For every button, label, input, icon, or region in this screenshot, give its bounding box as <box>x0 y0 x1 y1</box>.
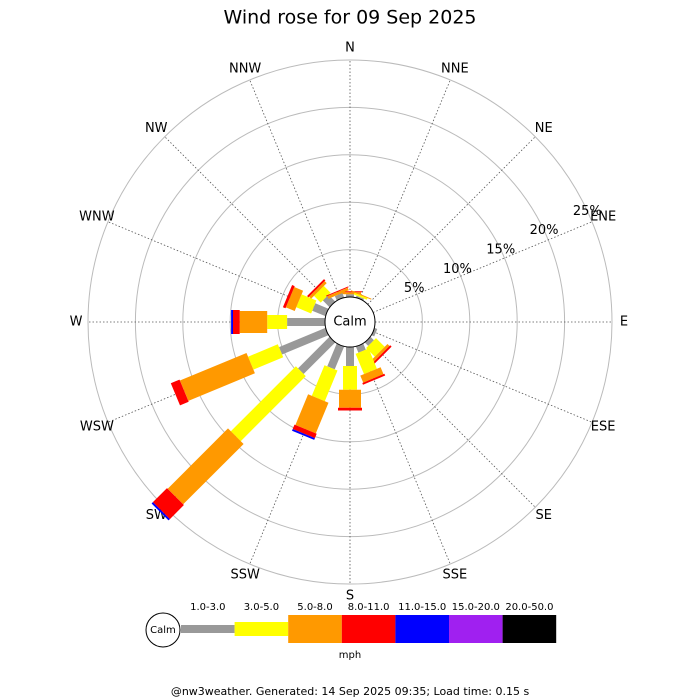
legend-calm-circle <box>145 612 181 648</box>
bar-segment <box>339 389 361 408</box>
direction-label: WNW <box>79 210 115 225</box>
bar-segment <box>362 373 386 385</box>
bar-segment <box>327 343 345 370</box>
legend-swatch <box>234 622 289 636</box>
grid-ring <box>87 59 613 585</box>
direction-label: ESE <box>591 419 616 434</box>
spoke <box>367 136 536 305</box>
bar-segment <box>326 286 349 297</box>
bar-segment <box>307 279 326 298</box>
bar-segment <box>231 310 233 334</box>
legend-swatch <box>341 615 396 643</box>
bar-segment <box>353 292 368 300</box>
bar-segment <box>372 344 390 362</box>
bar-segment <box>334 293 345 301</box>
r-tick-label: 10% <box>443 262 472 277</box>
direction-label: NE <box>535 121 553 136</box>
bar-segment <box>292 424 317 439</box>
legend-swatch <box>288 615 342 643</box>
bar-segment <box>152 488 184 520</box>
bar-segment <box>267 315 288 329</box>
bar-segment <box>327 287 349 299</box>
spoke <box>367 339 536 508</box>
direction-label: NNE <box>441 61 469 76</box>
direction-label: SE <box>536 508 552 523</box>
bar-segment <box>170 379 189 406</box>
calm-label: Calm <box>333 315 366 330</box>
bar-segment <box>151 502 170 521</box>
spoke <box>249 79 341 300</box>
legend-swatch <box>449 615 503 643</box>
bar-segment <box>309 281 327 299</box>
legend-label: 1.0-3.0 <box>190 602 225 613</box>
bar-segment <box>239 311 268 333</box>
direction-label: SSE <box>442 568 467 583</box>
bar-segment <box>346 294 354 297</box>
bar-segment <box>373 345 392 364</box>
spoke <box>359 79 451 300</box>
bar-segment <box>248 344 284 370</box>
bar-segment <box>364 336 374 346</box>
legend-unit: mph <box>339 650 361 661</box>
bar-segment <box>355 295 364 301</box>
bar-segment <box>230 366 306 442</box>
bar-segment <box>311 365 338 402</box>
legend-label: 20.0-50.0 <box>505 602 553 613</box>
bar-segment <box>346 347 354 366</box>
bar-segment <box>314 286 331 303</box>
direction-label: ENE <box>590 210 616 225</box>
legend-label: 8.0-11.0 <box>348 602 390 613</box>
r-tick-label: 20% <box>530 223 559 238</box>
bar-segment <box>167 428 244 505</box>
direction-label: E <box>620 315 628 330</box>
spoke <box>164 136 333 305</box>
bar-segment <box>296 294 317 314</box>
direction-label: W <box>70 315 83 330</box>
spoke <box>372 221 593 313</box>
bar-segment <box>343 366 357 390</box>
legend-swatch <box>502 615 557 643</box>
direction-label: N <box>345 41 355 56</box>
bar-segment <box>360 367 384 383</box>
bar-segment <box>371 327 378 337</box>
legend-calm-label: Calm <box>150 625 176 636</box>
grid-ring <box>182 154 518 490</box>
legend-label: 15.0-20.0 <box>452 602 500 613</box>
legend-swatch <box>181 625 235 633</box>
legend-label: 11.0-15.0 <box>398 602 446 613</box>
bar-segment <box>279 327 329 355</box>
bar-segment <box>350 290 372 300</box>
direction-label: NW <box>145 121 168 136</box>
r-tick-label: 25% <box>573 204 602 219</box>
direction-label: SSW <box>230 568 260 583</box>
bar-segment <box>233 310 240 334</box>
legend-swatch <box>395 615 449 643</box>
bar-segment <box>298 336 336 374</box>
direction-label: NNW <box>229 61 261 76</box>
spoke <box>372 331 593 423</box>
bar-segment <box>282 285 295 309</box>
direction-label: WSW <box>80 419 114 434</box>
calm-circle <box>324 296 376 348</box>
direction-label: S <box>346 589 354 604</box>
bar-segment <box>292 429 315 440</box>
chart-title: Wind rose for 09 Sep 2025 <box>223 7 476 29</box>
bar-segment <box>285 287 304 311</box>
bar-segment <box>179 353 255 401</box>
bar-segment <box>355 348 377 375</box>
r-tick-label: 5% <box>404 281 425 296</box>
bar-segment <box>287 318 325 326</box>
spoke <box>359 344 451 565</box>
footer: @nw3weather. Generated: 14 Sep 2025 09:3… <box>171 685 530 698</box>
bar-segment <box>338 407 362 411</box>
bar-segment <box>295 394 329 434</box>
legend-label: 3.0-5.0 <box>244 602 279 613</box>
legend-label: 5.0-8.0 <box>297 602 332 613</box>
r-tick-label: 15% <box>486 242 515 257</box>
bar-segment <box>366 338 385 357</box>
bar-segment <box>312 303 329 317</box>
